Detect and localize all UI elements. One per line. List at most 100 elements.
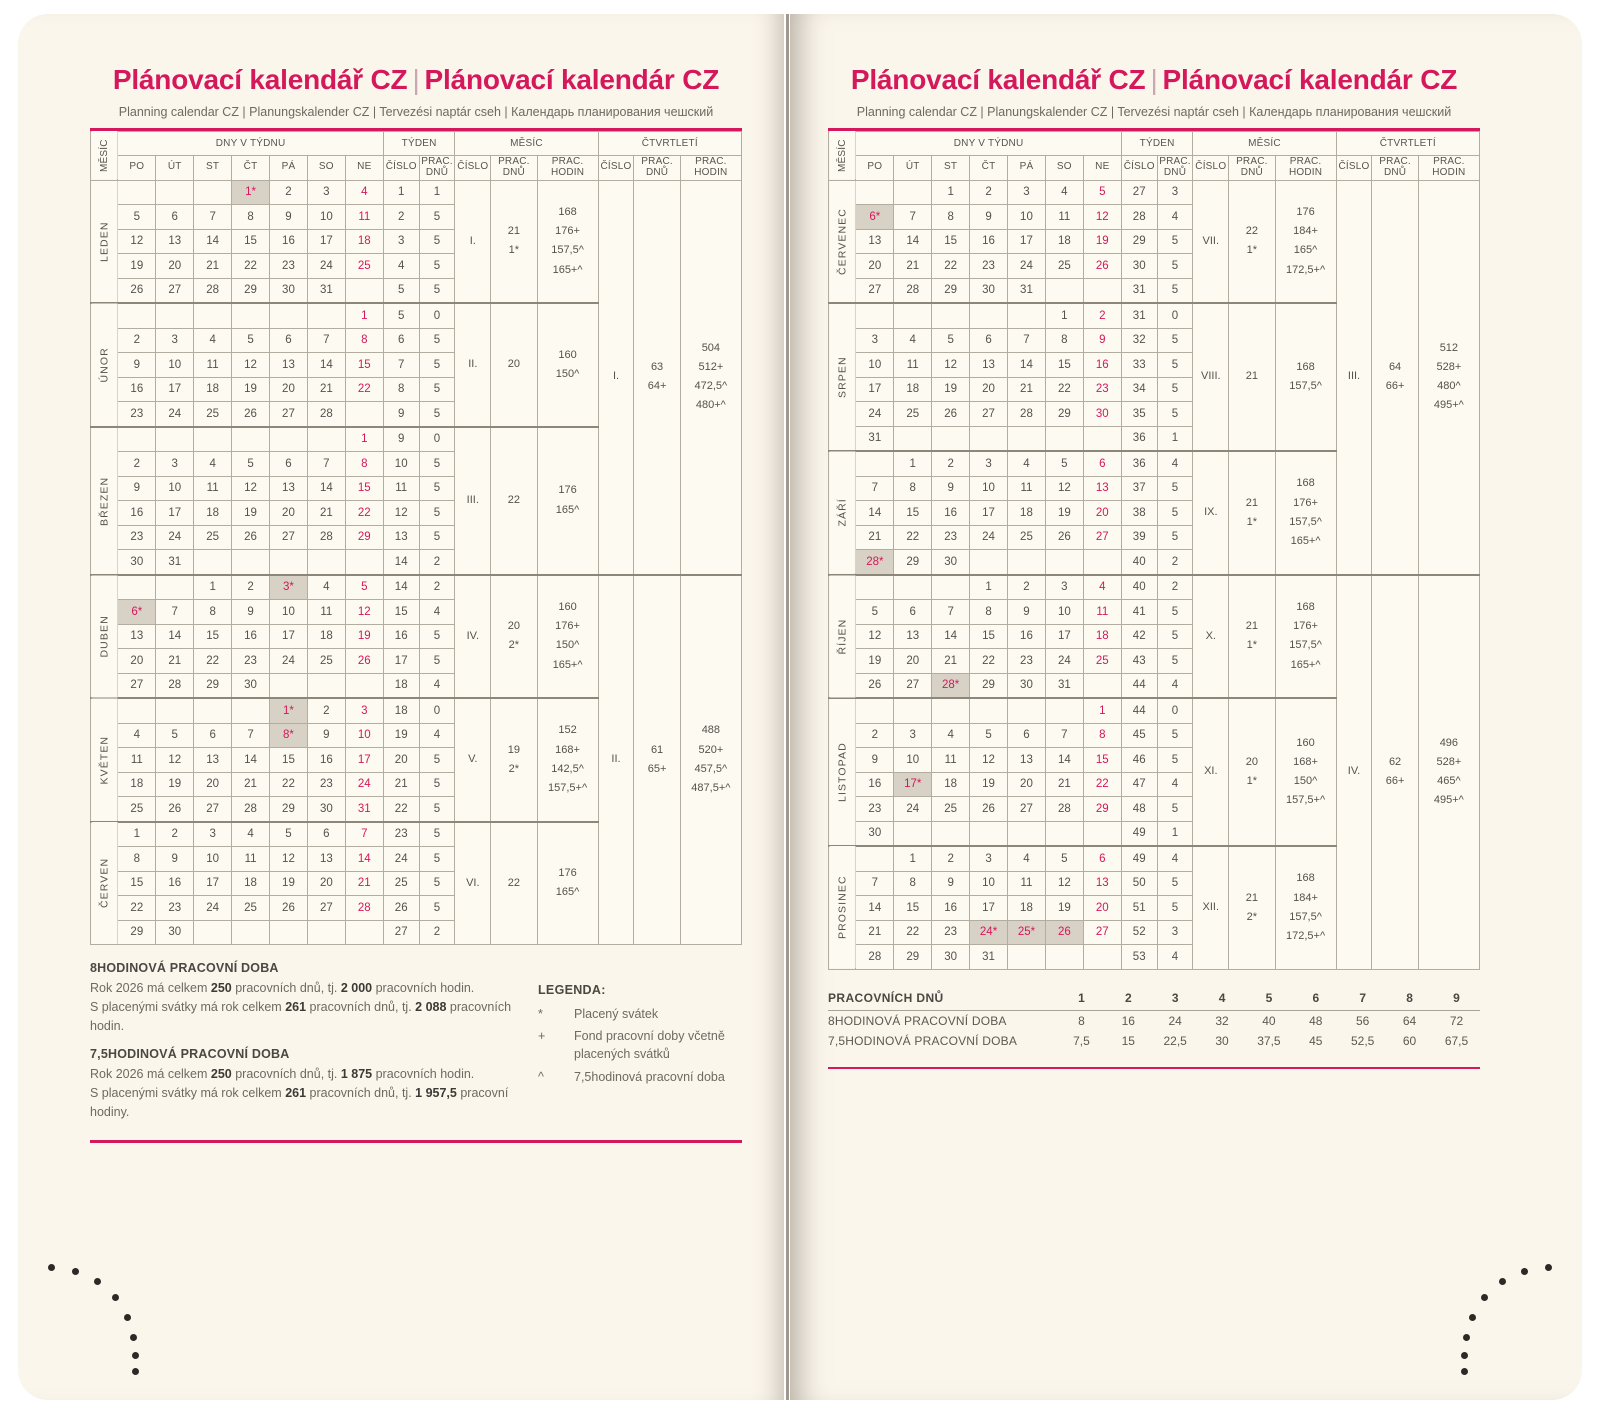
day-cell[interactable]: 8	[193, 599, 233, 625]
day-cell[interactable]	[1007, 820, 1046, 847]
day-cell[interactable]: 4	[193, 327, 233, 353]
day-cell[interactable]: 5	[1044, 845, 1084, 872]
day-cell[interactable]: 24	[155, 524, 195, 550]
day-cell[interactable]: 29	[193, 672, 233, 699]
day-cell[interactable]: 19	[269, 870, 308, 896]
day-cell[interactable]: 15	[969, 623, 1008, 649]
day-cell[interactable]: 21	[231, 771, 270, 797]
day-cell[interactable]: 9	[1007, 599, 1046, 625]
day-cell[interactable]	[855, 179, 895, 205]
day-cell[interactable]: 29	[269, 796, 308, 823]
day-cell[interactable]: 5	[855, 599, 895, 625]
day-cell[interactable]: 2	[1082, 302, 1122, 329]
day-cell[interactable]: 12	[344, 599, 384, 625]
day-cell[interactable]: 26	[969, 796, 1008, 822]
day-cell[interactable]	[1082, 425, 1122, 452]
day-cell[interactable]: 4	[117, 722, 157, 748]
day-cell[interactable]	[1007, 549, 1046, 576]
day-cell[interactable]: 11	[306, 599, 346, 625]
day-cell[interactable]: 17	[1007, 228, 1046, 254]
day-cell[interactable]	[931, 697, 971, 724]
day-cell[interactable]: 29	[969, 672, 1008, 699]
day-cell[interactable]: 16	[117, 376, 157, 402]
day-cell[interactable]: 25	[193, 401, 233, 428]
day-cell[interactable]: 28	[893, 277, 933, 304]
day-cell[interactable]: 29	[893, 549, 933, 576]
day-cell[interactable]: 21	[893, 253, 933, 279]
day-cell[interactable]: 15	[1044, 352, 1084, 378]
day-cell[interactable]: 19	[231, 376, 270, 402]
day-cell[interactable]: 25	[306, 648, 346, 674]
day-cell[interactable]: 9	[155, 846, 195, 872]
day-cell[interactable]	[1044, 277, 1084, 304]
day-cell[interactable]	[117, 179, 157, 205]
day-cell[interactable]: 14	[306, 475, 346, 501]
day-cell[interactable]: 27	[1082, 524, 1122, 550]
day-cell[interactable]: 16	[1082, 352, 1122, 378]
day-cell[interactable]: 5	[931, 327, 971, 353]
day-cell[interactable]: 30	[931, 944, 971, 970]
day-cell[interactable]: 26	[855, 672, 895, 699]
day-cell[interactable]: 19	[231, 500, 270, 526]
day-cell[interactable]: 7	[306, 451, 346, 477]
day-cell[interactable]: 23	[117, 524, 157, 550]
day-cell[interactable]: 20	[155, 253, 195, 279]
day-cell[interactable]: 22	[893, 524, 933, 550]
day-cell[interactable]	[231, 697, 270, 724]
day-cell[interactable]: 18	[1044, 228, 1084, 254]
day-cell[interactable]: 22	[969, 648, 1008, 674]
day-cell[interactable]: 14	[231, 747, 270, 773]
day-cell[interactable]: 7	[855, 870, 895, 896]
day-cell[interactable]: 29	[1044, 401, 1084, 427]
day-cell[interactable]: 14	[193, 228, 233, 254]
day-cell[interactable]	[1082, 277, 1122, 304]
day-cell[interactable]	[306, 426, 346, 452]
day-cell[interactable]: 20	[969, 376, 1008, 402]
day-cell[interactable]: 6	[1082, 845, 1122, 872]
day-cell[interactable]: 4	[193, 451, 233, 477]
day-cell[interactable]: 9	[117, 475, 157, 501]
day-cell[interactable]: 18	[931, 771, 971, 797]
day-cell[interactable]: 25	[1082, 648, 1122, 674]
day-cell[interactable]: 2	[1007, 574, 1046, 600]
day-cell[interactable]: 15	[269, 747, 308, 773]
day-cell[interactable]: 22	[1044, 376, 1084, 402]
day-cell[interactable]	[344, 277, 384, 304]
day-cell[interactable]	[269, 672, 308, 699]
day-cell[interactable]: 23	[931, 524, 971, 550]
day-cell[interactable]: 22	[269, 771, 308, 797]
day-cell[interactable]: 26	[344, 648, 384, 674]
day-cell[interactable]: 8	[344, 451, 384, 477]
day-cell[interactable]: 22	[193, 648, 233, 674]
day-cell[interactable]: 2	[306, 697, 346, 724]
day-cell[interactable]	[969, 697, 1008, 724]
day-cell[interactable]: 10	[893, 747, 933, 773]
day-cell[interactable]: 20	[117, 648, 157, 674]
day-cell[interactable]	[1082, 549, 1122, 576]
day-cell[interactable]: 25	[931, 796, 971, 822]
day-cell[interactable]	[931, 425, 971, 452]
day-cell[interactable]: 3	[855, 327, 895, 353]
day-cell[interactable]: 18	[893, 376, 933, 402]
day-cell[interactable]	[855, 450, 895, 477]
day-cell[interactable]: 21	[306, 376, 346, 402]
day-cell[interactable]: 17	[269, 623, 308, 649]
day-cell[interactable]	[855, 574, 895, 600]
day-cell[interactable]: 17	[855, 376, 895, 402]
day-cell[interactable]: 13	[269, 352, 308, 378]
day-cell[interactable]: 24	[855, 401, 895, 427]
day-cell[interactable]: 27	[969, 401, 1008, 427]
day-cell[interactable]: 12	[855, 623, 895, 649]
day-cell[interactable]: 17	[155, 376, 195, 402]
day-cell[interactable]	[855, 697, 895, 724]
day-cell[interactable]	[193, 426, 233, 452]
day-cell[interactable]: 27	[306, 895, 346, 921]
day-cell[interactable]	[193, 302, 233, 329]
day-cell[interactable]: 7	[855, 475, 895, 501]
day-cell[interactable]: 12	[117, 228, 157, 254]
day-cell[interactable]: 16	[155, 870, 195, 896]
day-cell[interactable]	[1007, 302, 1046, 329]
day-cell[interactable]: 22	[344, 500, 384, 526]
day-cell[interactable]: 1	[344, 302, 384, 329]
day-cell[interactable]	[893, 179, 933, 205]
